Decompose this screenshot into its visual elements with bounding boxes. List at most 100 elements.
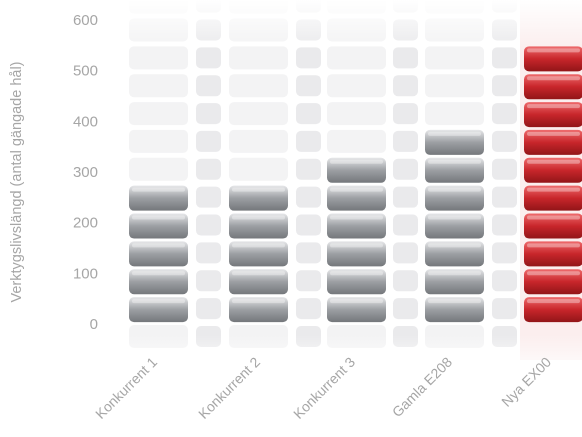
ghost-block (425, 102, 484, 126)
ghost-gap-block (296, 158, 321, 180)
bar-block (524, 157, 582, 183)
ghost-gap-block (196, 298, 221, 320)
top-fade (0, 0, 582, 48)
bar-block-shine (527, 243, 580, 248)
ghost-gap-block (393, 186, 418, 208)
bar-block (229, 269, 288, 295)
bar-block-shine (527, 159, 580, 164)
bar-block-shine (527, 104, 580, 109)
ghost-gap-block (196, 75, 221, 97)
bar-block-shine (527, 299, 580, 304)
bar-block (129, 297, 188, 323)
bar-block-shine (132, 243, 185, 248)
bar-block-shine (330, 271, 383, 276)
bar-block (524, 102, 582, 128)
bar-block-shine (527, 215, 580, 220)
bar-block-shine (527, 76, 580, 81)
bar-block-shine (428, 159, 481, 164)
bar-block-shine (330, 215, 383, 220)
bar-block-shine (232, 271, 285, 276)
bar-block (129, 241, 188, 267)
ghost-gap-block (492, 298, 517, 320)
ghost-gap-block (196, 186, 221, 208)
bar-block (524, 269, 582, 295)
bar-block-shine (428, 187, 481, 192)
bar-block-shine (232, 187, 285, 192)
ghost-gap-block (296, 242, 321, 264)
ghost-gap-block (296, 270, 321, 292)
bar-block (229, 185, 288, 211)
bar-block-shine (527, 187, 580, 192)
ghost-gap-block (296, 214, 321, 236)
ghost-gap-block (393, 103, 418, 125)
ghost-block (229, 74, 288, 98)
bar-block-shine (132, 299, 185, 304)
bar-block-shine (330, 243, 383, 248)
ghost-gap-block (196, 242, 221, 264)
ghost-gap-block (492, 158, 517, 180)
bar-block (327, 269, 386, 295)
ghost-gap-block (196, 47, 221, 69)
y-tick-label: 400 (73, 113, 98, 130)
bar-block (129, 213, 188, 239)
bar-block-shine (232, 215, 285, 220)
bar-block (229, 297, 288, 323)
ghost-gap-block (492, 270, 517, 292)
y-tick-label: 200 (73, 215, 98, 232)
bar-block (327, 297, 386, 323)
bar-block-shine (428, 271, 481, 276)
bar-block (524, 297, 582, 323)
bar-block (524, 241, 582, 267)
bar-block-shine (527, 131, 580, 136)
y-tick-label: 100 (73, 265, 98, 282)
ghost-gap-block (196, 130, 221, 152)
bar-block-shine (428, 299, 481, 304)
ghost-gap-block (196, 158, 221, 180)
ghost-gap-block (393, 214, 418, 236)
ghost-gap-block (492, 103, 517, 125)
ghost-gap-block (393, 242, 418, 264)
ghost-gap-block (296, 298, 321, 320)
ghost-gap-block (196, 103, 221, 125)
bar-block-shine (428, 215, 481, 220)
bar-1 (129, 185, 188, 323)
ghost-gap-block (393, 158, 418, 180)
ghost-gap-block (393, 75, 418, 97)
ghost-block (327, 74, 386, 98)
bar-block (524, 185, 582, 211)
bar-block (425, 269, 484, 295)
bar-block (425, 185, 484, 211)
bar-block (425, 213, 484, 239)
bar-block-shine (132, 271, 185, 276)
y-tick-label: 600 (73, 12, 98, 29)
ghost-block (129, 46, 188, 70)
bar-block (524, 74, 582, 100)
ghost-block (129, 74, 188, 98)
ghost-gap-block (196, 270, 221, 292)
bar-block (425, 157, 484, 183)
ghost-block (229, 129, 288, 153)
ghost-block (129, 129, 188, 153)
bar-block (327, 241, 386, 267)
bar-block-shine (428, 243, 481, 248)
bar-block-shine (330, 159, 383, 164)
ghost-gap-block (492, 214, 517, 236)
bar-block (425, 129, 484, 155)
ghost-gap-block (296, 186, 321, 208)
ghost-block (229, 157, 288, 181)
ghost-gap-block (296, 130, 321, 152)
ghost-gap-block (296, 75, 321, 97)
bar-block (229, 241, 288, 267)
bar-block (327, 185, 386, 211)
bar-block-shine (527, 48, 580, 53)
bar-4 (425, 129, 484, 323)
bar-block (327, 213, 386, 239)
bar-block-shine (232, 299, 285, 304)
ghost-gap-block (296, 47, 321, 69)
ghost-block (327, 129, 386, 153)
bar-block-shine (132, 215, 185, 220)
ghost-gap-block (393, 298, 418, 320)
ghost-gap-block (393, 270, 418, 292)
ghost-gap-block (492, 75, 517, 97)
